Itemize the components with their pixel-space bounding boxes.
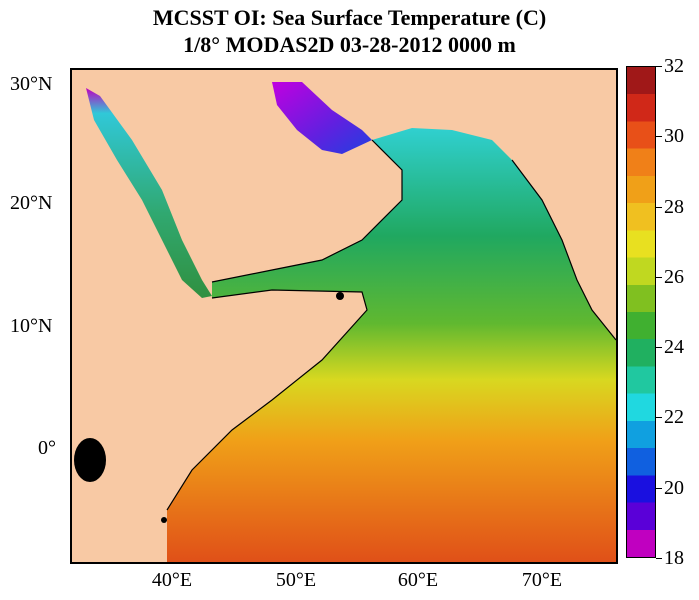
colorbar-label: 24 — [664, 336, 684, 359]
colorbar-tick — [656, 206, 662, 208]
lake-victoria — [74, 438, 106, 482]
arabian-sea — [167, 128, 616, 562]
persian-gulf — [272, 82, 372, 154]
colorbar-tick — [656, 487, 662, 489]
colorbar-label: 30 — [664, 125, 684, 148]
map-subtitle: 1/8° MODAS2D 03-28-2012 0000 m — [183, 32, 516, 57]
colorbar-tick — [656, 66, 662, 67]
colorbar-label: 22 — [664, 406, 684, 429]
colorbar — [626, 66, 656, 558]
colorbar-tick — [656, 276, 662, 278]
lat-label-20n: 20°N — [10, 192, 53, 214]
red-sea — [86, 88, 212, 298]
map-title: MCSST OI: Sea Surface Temperature (C) — [152, 5, 547, 30]
colorbar-label: 26 — [664, 265, 684, 288]
sst-map-canvas — [72, 70, 616, 562]
colorbar-label: 20 — [664, 476, 684, 499]
colorbar-label: 28 — [664, 195, 684, 218]
colorbar-label: 18 — [664, 547, 684, 569]
sst-map — [70, 68, 618, 564]
lon-label-40e: 40°E — [151, 569, 193, 591]
colorbar-tick — [656, 558, 662, 559]
lon-label-60e: 60°E — [397, 569, 439, 591]
colorbar-tick — [656, 347, 662, 349]
lon-label-70e: 70°E — [521, 569, 563, 591]
colorbar-tick — [656, 136, 662, 138]
colorbar-label: 32 — [664, 55, 684, 77]
lon-label-50e: 50°E — [275, 569, 317, 591]
lat-label-10n: 10°N — [10, 315, 53, 337]
colorbar-tick — [656, 417, 662, 419]
lat-label-30n: 30°N — [10, 73, 53, 95]
lat-label-0: 0° — [38, 437, 56, 459]
